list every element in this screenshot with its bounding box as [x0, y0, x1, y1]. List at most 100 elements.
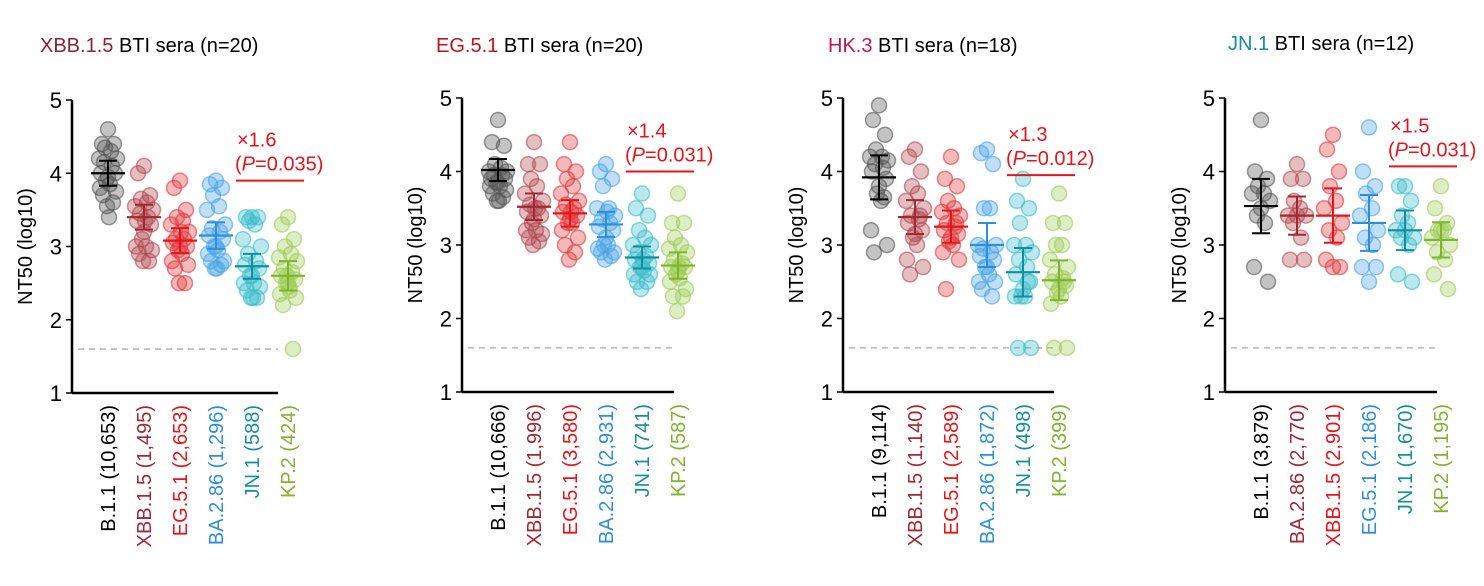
- data-point: [661, 273, 679, 290]
- category-group-0: [861, 97, 897, 261]
- x-tick-label: JN.1 (498): [1013, 404, 1035, 497]
- category-group-1: [897, 141, 933, 283]
- x-tick-label: BA.2.86 (2,931): [596, 404, 618, 544]
- data-point: [1019, 273, 1037, 290]
- x-tick-label: B.1.1 (10,666): [488, 404, 510, 531]
- data-point: [1282, 170, 1300, 188]
- data-point: [561, 133, 579, 151]
- category-group-1: [516, 133, 552, 254]
- data-point: [870, 97, 888, 114]
- data-point: [244, 289, 262, 307]
- y-tick-label: 4: [50, 161, 62, 186]
- x-tick-label: XBB.1.5 (1,140): [905, 404, 927, 546]
- y-tick-label: 4: [1203, 160, 1215, 185]
- fold-change-label: ×1.6: [237, 130, 276, 152]
- data-point: [273, 216, 291, 233]
- title-highlight: EG.5.1: [436, 35, 498, 57]
- category-group-2: [552, 133, 588, 268]
- panel-jn1-sera: JN.1 BTI sera (n=12) 1 2 3 4 5 NT50 (log10) B.…: [1169, 33, 1476, 546]
- data-point: [1324, 258, 1342, 276]
- data-point: [1426, 200, 1444, 217]
- panel-hk3-sera: HK.3 BTI sera (n=18) 1 2 3 4 5 NT50 (log10) B.…: [786, 35, 1094, 546]
- data-point: [1354, 163, 1372, 180]
- data-point: [1056, 214, 1074, 232]
- data-point: [165, 179, 183, 197]
- data-point: [1243, 185, 1261, 202]
- data-point: [495, 137, 513, 155]
- data-point: [908, 236, 926, 254]
- data-point: [1292, 229, 1310, 246]
- p-value-label: (P=0.035): [235, 154, 323, 176]
- p-value: =0.035): [255, 154, 323, 176]
- y-tick-label: 4: [821, 160, 833, 185]
- data-point: [1044, 214, 1062, 232]
- data-point: [865, 244, 883, 261]
- data-point: [198, 201, 216, 219]
- data-point: [942, 148, 960, 166]
- data-point: [234, 230, 252, 248]
- data-point: [1425, 266, 1443, 283]
- y-axis-label: NT50 (log10): [15, 188, 37, 305]
- data-point: [489, 111, 507, 129]
- x-tick-label: XBB.1.5 (1,495): [134, 405, 156, 547]
- data-point: [900, 148, 918, 166]
- data-point: [1005, 236, 1023, 254]
- p-value: =0.012): [1026, 148, 1094, 170]
- x-tick-label: JN.1 (1,670): [1395, 404, 1417, 514]
- data-point: [1396, 177, 1414, 195]
- data-point: [912, 163, 930, 180]
- data-point: [950, 251, 968, 268]
- title-highlight: HK.3: [828, 35, 872, 57]
- category-group-3: [588, 155, 624, 268]
- data-point: [633, 185, 651, 202]
- data-point: [524, 236, 542, 254]
- data-point: [627, 200, 645, 217]
- y-tick-label: 5: [821, 86, 833, 111]
- data-point: [1439, 280, 1457, 298]
- y-tick-label: 2: [821, 307, 833, 332]
- data-point: [170, 274, 188, 292]
- category-group-4: [624, 185, 660, 298]
- fold-change-label: ×1.5: [1390, 115, 1429, 137]
- p-italic: P: [1395, 139, 1409, 161]
- data-point: [1351, 207, 1369, 224]
- category-group-0: [1243, 111, 1279, 290]
- p-value-label: (P=0.012): [1006, 148, 1094, 170]
- data-point: [134, 252, 152, 270]
- data-point: [1432, 177, 1450, 195]
- category-group-4: [1005, 170, 1041, 357]
- category-group-4: [1387, 177, 1423, 290]
- data-point: [284, 340, 302, 358]
- data-point: [1009, 339, 1027, 357]
- data-point: [675, 214, 693, 232]
- data-point: [246, 216, 264, 233]
- category-group-5: [1423, 177, 1459, 298]
- y-axis-label: NT50 (log10): [405, 187, 427, 304]
- data-point: [1288, 155, 1306, 173]
- panel-xbb15-sera: XBB.1.5 BTI sera (n=20) 1 2 3 4 5 NT50 (log10…: [15, 35, 323, 547]
- data-point: [674, 288, 692, 305]
- data-point: [553, 222, 571, 239]
- title-rest: BTI sera (n=20): [113, 35, 258, 57]
- category-group-3: [969, 141, 1005, 305]
- data-point: [975, 200, 993, 217]
- y-tick-label: 1: [50, 381, 62, 406]
- fold-change-label: ×1.3: [1008, 124, 1047, 146]
- p-value: =0.031): [645, 145, 713, 167]
- data-point: [878, 236, 896, 254]
- data-point: [864, 111, 882, 129]
- y-tick-label: 5: [440, 86, 452, 111]
- p-value-label: (P=0.031): [1388, 139, 1476, 161]
- y-tick-label: 4: [440, 160, 452, 185]
- data-point: [274, 296, 292, 314]
- y-tick-label: 2: [50, 308, 62, 333]
- data-point: [1259, 273, 1277, 290]
- data-point: [129, 165, 147, 182]
- x-tick-label: EG.5.1 (2,589): [941, 404, 963, 535]
- data-point: [901, 266, 919, 283]
- panel-title: EG.5.1 BTI sera (n=20): [436, 35, 643, 57]
- data-point: [1008, 192, 1026, 210]
- panel-title: JN.1 BTI sera (n=12): [1228, 33, 1414, 55]
- p-italic: P: [1013, 148, 1027, 170]
- p-value-label: (P=0.031): [625, 145, 713, 167]
